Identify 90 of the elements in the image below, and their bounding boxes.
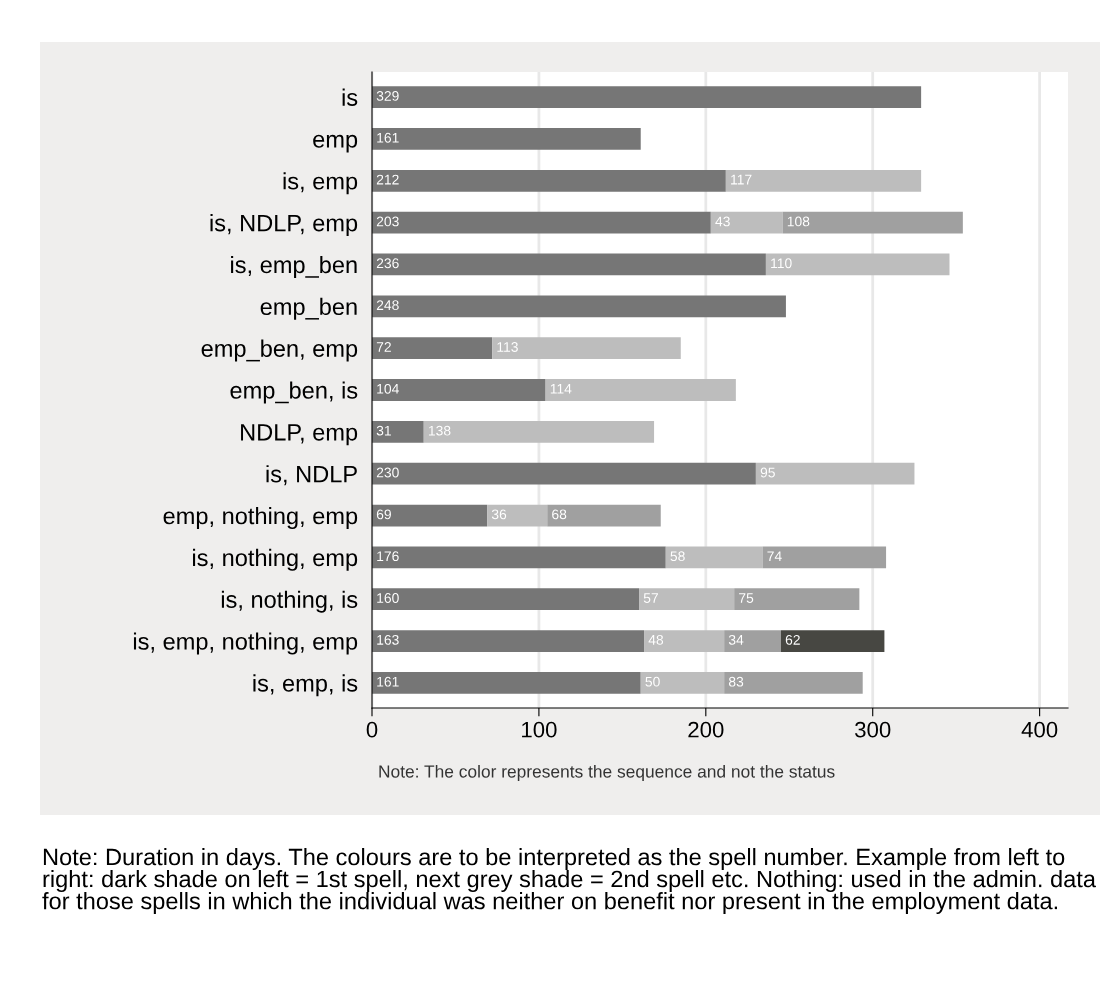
- data-label: 95: [760, 467, 775, 478]
- data-label: 75: [739, 593, 754, 603]
- bar: [372, 337, 493, 360]
- data-label: 176: [377, 551, 399, 562]
- y-tick-label: emp, nothing, emp: [163, 506, 358, 529]
- data-label: 161: [377, 676, 399, 687]
- y-tick-label: is, emp_ben: [231, 255, 357, 278]
- bar: [372, 420, 424, 443]
- bar: [547, 504, 661, 527]
- bar: [780, 630, 885, 652]
- bar: [372, 86, 922, 108]
- y-tick-label: is, NDLP: [266, 465, 357, 486]
- data-label: 163: [377, 634, 399, 645]
- data-label: 161: [377, 132, 399, 143]
- data-label: 104: [377, 383, 399, 394]
- data-label: 62: [785, 634, 800, 645]
- data-label: 110: [771, 258, 792, 269]
- bar: [372, 462, 756, 485]
- data-label: 113: [497, 342, 518, 352]
- y-tick-label: NDLP, emp: [241, 424, 358, 446]
- data-label: 58: [670, 551, 685, 562]
- data-label: 248: [376, 300, 399, 311]
- bar: [372, 504, 488, 527]
- bar: [372, 630, 645, 652]
- bar: [372, 672, 641, 694]
- y-tick-label: is, emp, is: [253, 674, 358, 697]
- data-label: 114: [550, 384, 572, 394]
- bar: [734, 588, 860, 611]
- x-tick-label: 100: [522, 721, 557, 738]
- text: Note: The color represents the sequence and not the status: [379, 764, 835, 782]
- y-tick-label: is, NDLP, emp: [210, 214, 358, 237]
- x-tick-label: 300: [855, 721, 891, 738]
- data-label: 69: [376, 509, 391, 520]
- bar: [372, 253, 766, 276]
- y-tick-label: is, emp: [283, 172, 358, 195]
- data-label: 34: [728, 634, 744, 645]
- data-label: 31: [376, 425, 391, 436]
- y-tick-label: is, nothing, is: [221, 590, 358, 613]
- y-tick-label: emp_ben, is: [230, 381, 358, 404]
- y-tick-label: emp_ben: [260, 297, 357, 320]
- bar: [372, 588, 640, 611]
- data-label: 68: [552, 509, 567, 520]
- data-label: 57: [643, 593, 658, 603]
- data-label: 83: [728, 676, 744, 687]
- bar: [724, 672, 863, 694]
- data-label: 43: [715, 216, 730, 227]
- bar: [492, 337, 681, 360]
- bar: [423, 420, 655, 443]
- data-label: 138: [428, 425, 451, 436]
- data-label: 74: [767, 551, 782, 561]
- bar: [372, 211, 711, 234]
- bar: [782, 211, 963, 234]
- bar: [644, 630, 725, 652]
- data-label: 203: [376, 216, 399, 227]
- y-tick-label: is, nothing, emp: [193, 548, 358, 571]
- bar: [640, 672, 725, 694]
- data-label: 212: [376, 174, 399, 185]
- bar: [372, 546, 666, 569]
- bar: [372, 295, 786, 318]
- data-label: 230: [376, 467, 399, 478]
- data-label: 72: [376, 342, 391, 352]
- data-label: 160: [377, 593, 399, 603]
- bar: [372, 379, 546, 401]
- x-tick-label: 200: [688, 721, 724, 738]
- data-label: 329: [376, 91, 399, 101]
- bar: [372, 128, 641, 150]
- x-tick-label: 400: [1021, 721, 1058, 738]
- bar: [765, 253, 950, 276]
- bar: [725, 169, 922, 192]
- bar: [665, 546, 763, 569]
- text: Note: Duration in days. The colours are to be interpreted as the spell number. Example from left to right: dark shade on left = 1st spell, next grey shade = 2nd spell etc. Nothing: used in the admin. data for those spells in which the individual was neither on benefit nor present in the employment data.: [42, 848, 1096, 915]
- y-tick-label: is: [342, 88, 358, 106]
- bar: [545, 379, 736, 401]
- data-label: 117: [731, 174, 752, 185]
- bar: [710, 211, 783, 234]
- bar: [372, 169, 726, 192]
- bar: [762, 546, 887, 569]
- data-label: 236: [376, 258, 399, 269]
- bar: [639, 588, 735, 611]
- y-tick-label: emp_ben, emp: [201, 339, 358, 362]
- data-label: 50: [645, 676, 660, 687]
- y-tick-label: is, emp, nothing, emp: [133, 632, 358, 655]
- data-label: 108: [787, 216, 810, 227]
- x-tick-label: 0: [366, 721, 378, 738]
- y-tick-label: emp: [313, 134, 358, 153]
- bar: [487, 504, 548, 527]
- data-label: 36: [491, 509, 507, 520]
- bar: [755, 462, 915, 485]
- bar: [724, 630, 781, 652]
- data-label: 48: [648, 634, 664, 645]
